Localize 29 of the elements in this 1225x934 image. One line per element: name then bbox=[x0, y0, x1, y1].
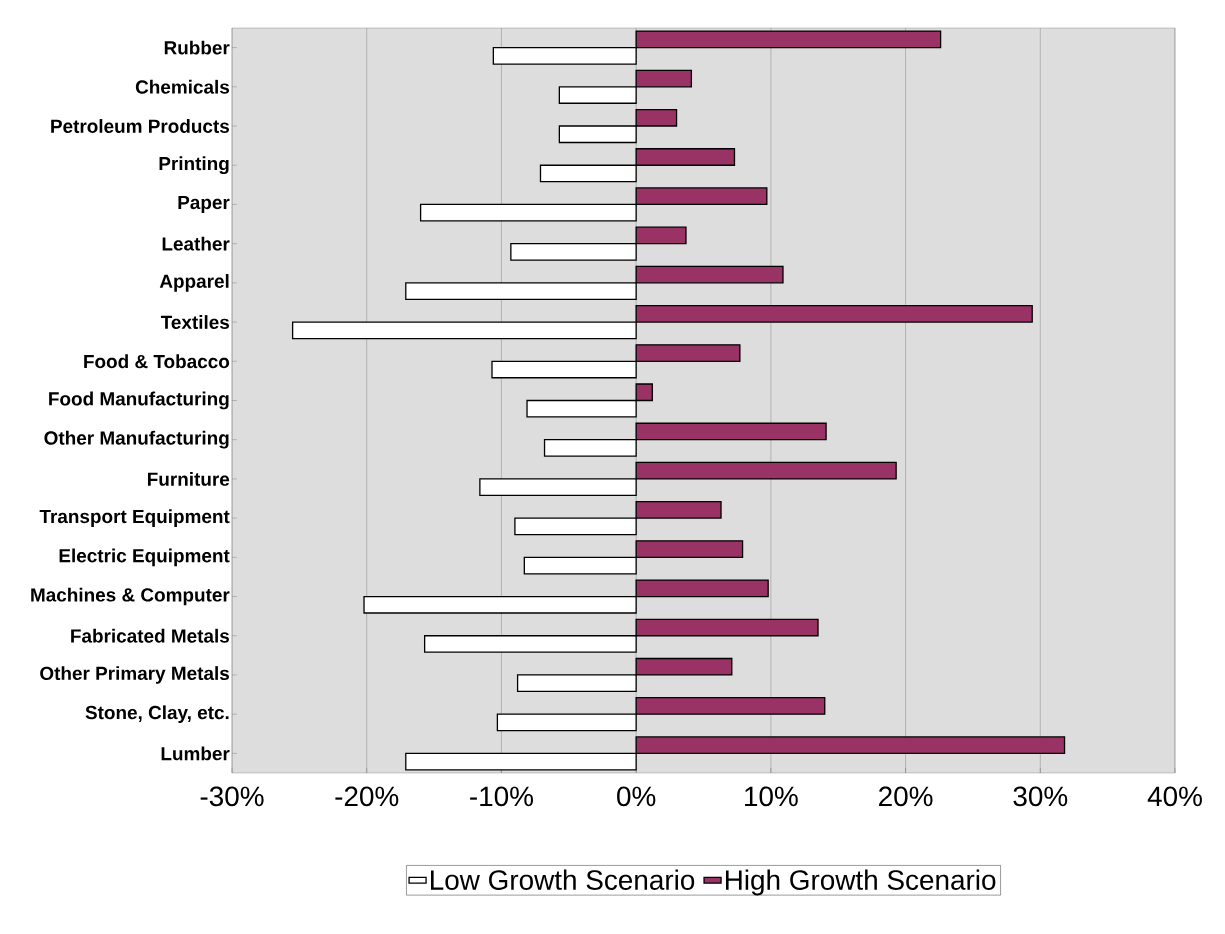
y-tick-label: Other Primary Metals bbox=[40, 666, 229, 684]
y-tick-label: Furniture bbox=[147, 471, 230, 486]
x-tick-label: -20% bbox=[335, 786, 399, 807]
x-tick-label: 10% bbox=[745, 786, 798, 807]
legend-label: Low Growth Scenario bbox=[431, 869, 695, 890]
x-tick-label: 40% bbox=[1147, 786, 1202, 807]
y-tick-label: Rubber bbox=[164, 40, 230, 55]
y-tick-label: Paper bbox=[178, 195, 230, 213]
y-tick-label: Leather bbox=[162, 236, 230, 251]
legend-label: High Growth Scenario bbox=[725, 869, 996, 896]
y-tick-label: Transport Equipment bbox=[39, 509, 230, 527]
y-tick-label: Lumber bbox=[161, 746, 230, 761]
y-tick-label: Stone, Clay, etc. bbox=[85, 705, 229, 723]
y-tick-label: Electric Equipment bbox=[59, 548, 230, 567]
y-tick-label: Chemicals bbox=[135, 79, 230, 94]
y-tick-label: Other Manufacturing bbox=[44, 430, 229, 449]
y-tick-label: Petroleum Products bbox=[51, 119, 230, 133]
x-tick-label: -10% bbox=[470, 786, 533, 807]
x-tick-label: 20% bbox=[879, 786, 933, 807]
y-tick-label: Apparel bbox=[159, 274, 229, 292]
x-tick-label: 0% bbox=[617, 786, 656, 807]
x-tick-label: -30% bbox=[200, 786, 264, 807]
y-tick-label: Food Manufacturing bbox=[49, 391, 229, 410]
y-tick-label: Machines & Computer bbox=[31, 587, 230, 606]
x-tick-label: 30% bbox=[1013, 786, 1068, 807]
y-tick-label: Textiles bbox=[160, 315, 230, 330]
y-tick-label: Food & Tobacco bbox=[84, 354, 230, 369]
y-tick-label: Fabricated Metals bbox=[71, 628, 229, 643]
y-tick-label: Printing bbox=[159, 156, 229, 175]
